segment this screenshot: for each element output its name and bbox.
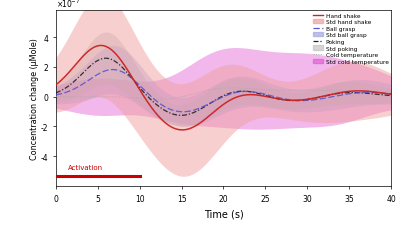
Y-axis label: Concentration change (μMole): Concentration change (μMole) bbox=[30, 38, 39, 159]
X-axis label: Time (s): Time (s) bbox=[203, 208, 243, 218]
Text: Activation: Activation bbox=[69, 164, 104, 170]
Text: $\times\!10^{-7}$: $\times\!10^{-7}$ bbox=[56, 0, 80, 10]
Legend: Hand shake, Std hand shake, Ball grasp, Std ball grasp, Poking, Std poking, Cold: Hand shake, Std hand shake, Ball grasp, … bbox=[312, 13, 389, 65]
